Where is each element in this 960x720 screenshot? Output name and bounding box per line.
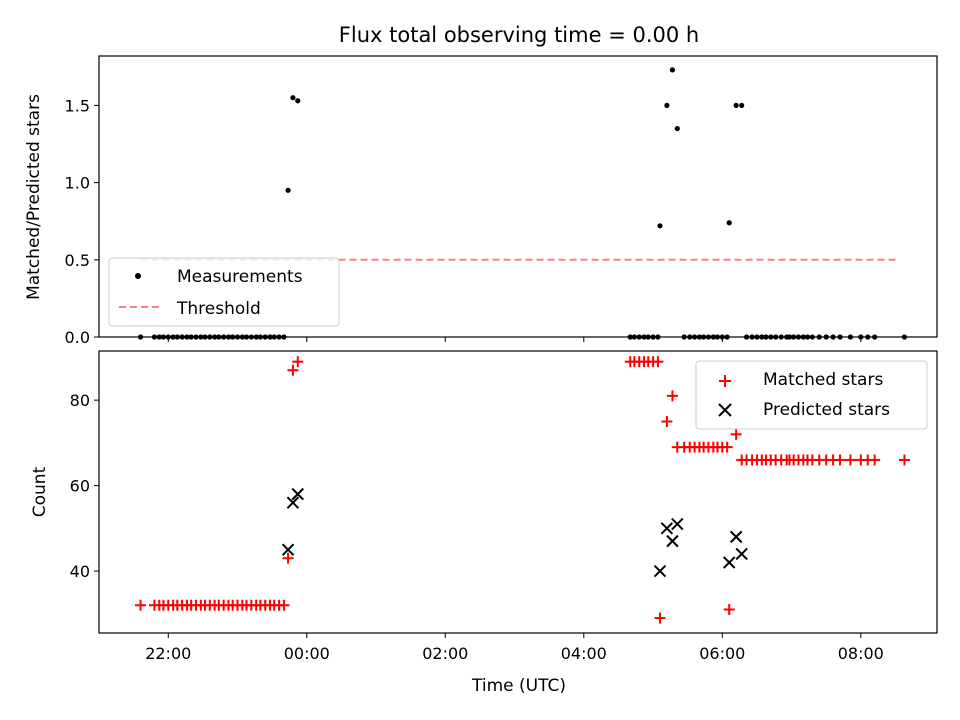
predicted-star-point-8 bbox=[729, 530, 743, 544]
bottom-ytick-label-0: 40 bbox=[70, 562, 90, 581]
predicted-star-point-3 bbox=[653, 564, 667, 578]
predicted-star-point-9 bbox=[735, 547, 748, 561]
xtick-label-4: 06:00 bbox=[699, 644, 745, 663]
predicted-star-stroke-b bbox=[729, 530, 743, 544]
legend-matched-label: Matched stars bbox=[763, 370, 883, 390]
bottom-axes: 40 60 80 22:00 00:00 02:00 04:00 06:00 08:00 Co… bbox=[30, 350, 938, 696]
legend-predicted-label: Predicted stars bbox=[763, 400, 890, 420]
predicted-star-stroke-b bbox=[671, 517, 684, 531]
matched-star-point-79 bbox=[869, 454, 881, 466]
matched-star-point-30 bbox=[282, 552, 294, 564]
top-legend: Measurements Threshold bbox=[108, 257, 340, 327]
predicted-star-stroke-b bbox=[660, 522, 674, 535]
matched-star-point-29 bbox=[278, 599, 290, 611]
predicted-star-stroke-b bbox=[653, 564, 667, 578]
measurement-point-42 bbox=[669, 67, 676, 73]
xtick-label-0: 22:00 bbox=[145, 644, 191, 663]
xtick-label-1: 00:00 bbox=[284, 644, 330, 663]
predicted-star-point-5 bbox=[666, 534, 679, 548]
xtick-label-2: 02:00 bbox=[422, 644, 468, 663]
predicted-star-point-7 bbox=[723, 556, 736, 569]
predicted-star-stroke-b bbox=[286, 496, 300, 509]
x-axis-label: Time (UTC) bbox=[471, 676, 566, 696]
measurement-point-30 bbox=[285, 187, 291, 193]
top-xticks bbox=[167, 337, 862, 342]
predicted-star-point-2 bbox=[291, 487, 304, 501]
xtick-label-5: 08:00 bbox=[838, 644, 884, 663]
top-ytick-label-2: 1.0 bbox=[65, 174, 90, 193]
matched-star-point-31 bbox=[287, 364, 299, 376]
predicted-star-point-0 bbox=[281, 543, 295, 556]
measurement-point-56 bbox=[739, 102, 745, 109]
matched-star-point-32 bbox=[292, 356, 304, 368]
predicted-star-point-6 bbox=[671, 517, 684, 531]
predicted-star-stroke-b bbox=[281, 543, 295, 556]
bottom-ytick-label-2: 80 bbox=[70, 391, 90, 410]
top-axes: 0.0 0.5 1.0 1.5 Matched/Predicted stars Mea… bbox=[24, 55, 938, 347]
bottom-ytick-label-1: 60 bbox=[70, 477, 90, 496]
matched-star-point-55 bbox=[730, 428, 742, 440]
matched-star-point-40 bbox=[654, 612, 666, 624]
measurement-point-32 bbox=[295, 98, 301, 104]
top-axes-frame bbox=[98, 55, 938, 338]
matched-star-point-54 bbox=[723, 604, 735, 615]
bottom-marks bbox=[135, 356, 910, 624]
legend-measurements-marker bbox=[135, 273, 141, 279]
matched-star-point-0 bbox=[135, 599, 147, 611]
measurement-point-43 bbox=[674, 125, 680, 132]
bottom-xticks: 22:00 00:00 02:00 04:00 06:00 08:00 bbox=[145, 633, 884, 663]
top-ytick-label-0: 0.0 bbox=[65, 328, 90, 347]
legend-matched-marker bbox=[719, 375, 731, 387]
predicted-star-stroke-b bbox=[291, 487, 304, 501]
matched-star-point-41 bbox=[661, 416, 673, 427]
bottom-ylabel: Count bbox=[30, 466, 50, 517]
legend-predicted-marker bbox=[718, 403, 732, 417]
predicted-star-point-1 bbox=[286, 496, 300, 509]
predicted-star-stroke-b bbox=[666, 534, 679, 548]
measurement-point-40 bbox=[657, 223, 663, 229]
top-ytick-label-1: 0.5 bbox=[65, 251, 90, 270]
top-yticks: 0.0 0.5 1.0 1.5 bbox=[65, 96, 99, 347]
chart-title: Flux total observing time = 0.00 h bbox=[339, 23, 699, 47]
matched-star-point-75 bbox=[834, 454, 846, 466]
bottom-axes-frame bbox=[98, 350, 938, 634]
matched-star-point-53 bbox=[721, 441, 733, 453]
predicted-star-point-4 bbox=[660, 522, 674, 535]
matched-star-point-80 bbox=[898, 454, 910, 466]
top-legend-frame bbox=[108, 257, 340, 327]
matched-star-point-42 bbox=[666, 390, 678, 402]
bottom-legend-frame bbox=[695, 360, 928, 430]
measurement-point-54 bbox=[726, 220, 732, 226]
measurement-point-31 bbox=[290, 95, 296, 101]
legend-measurements-label: Measurements bbox=[177, 267, 303, 287]
top-ytick-label-3: 1.5 bbox=[65, 96, 90, 115]
measurement-point-55 bbox=[733, 102, 739, 109]
bottom-yticks: 40 60 80 bbox=[70, 391, 99, 581]
legend-threshold-label: Threshold bbox=[176, 299, 261, 319]
xtick-label-3: 04:00 bbox=[561, 644, 607, 663]
predicted-star-stroke-b bbox=[723, 556, 736, 569]
top-ylabel: Matched/Predicted stars bbox=[24, 94, 44, 300]
measurement-point-41 bbox=[664, 102, 670, 109]
matched-star-point-76 bbox=[844, 454, 856, 466]
predicted-star-stroke-b bbox=[735, 547, 748, 561]
bottom-legend: Matched stars Predicted stars bbox=[695, 360, 928, 430]
matched-star-point-39 bbox=[652, 356, 664, 368]
